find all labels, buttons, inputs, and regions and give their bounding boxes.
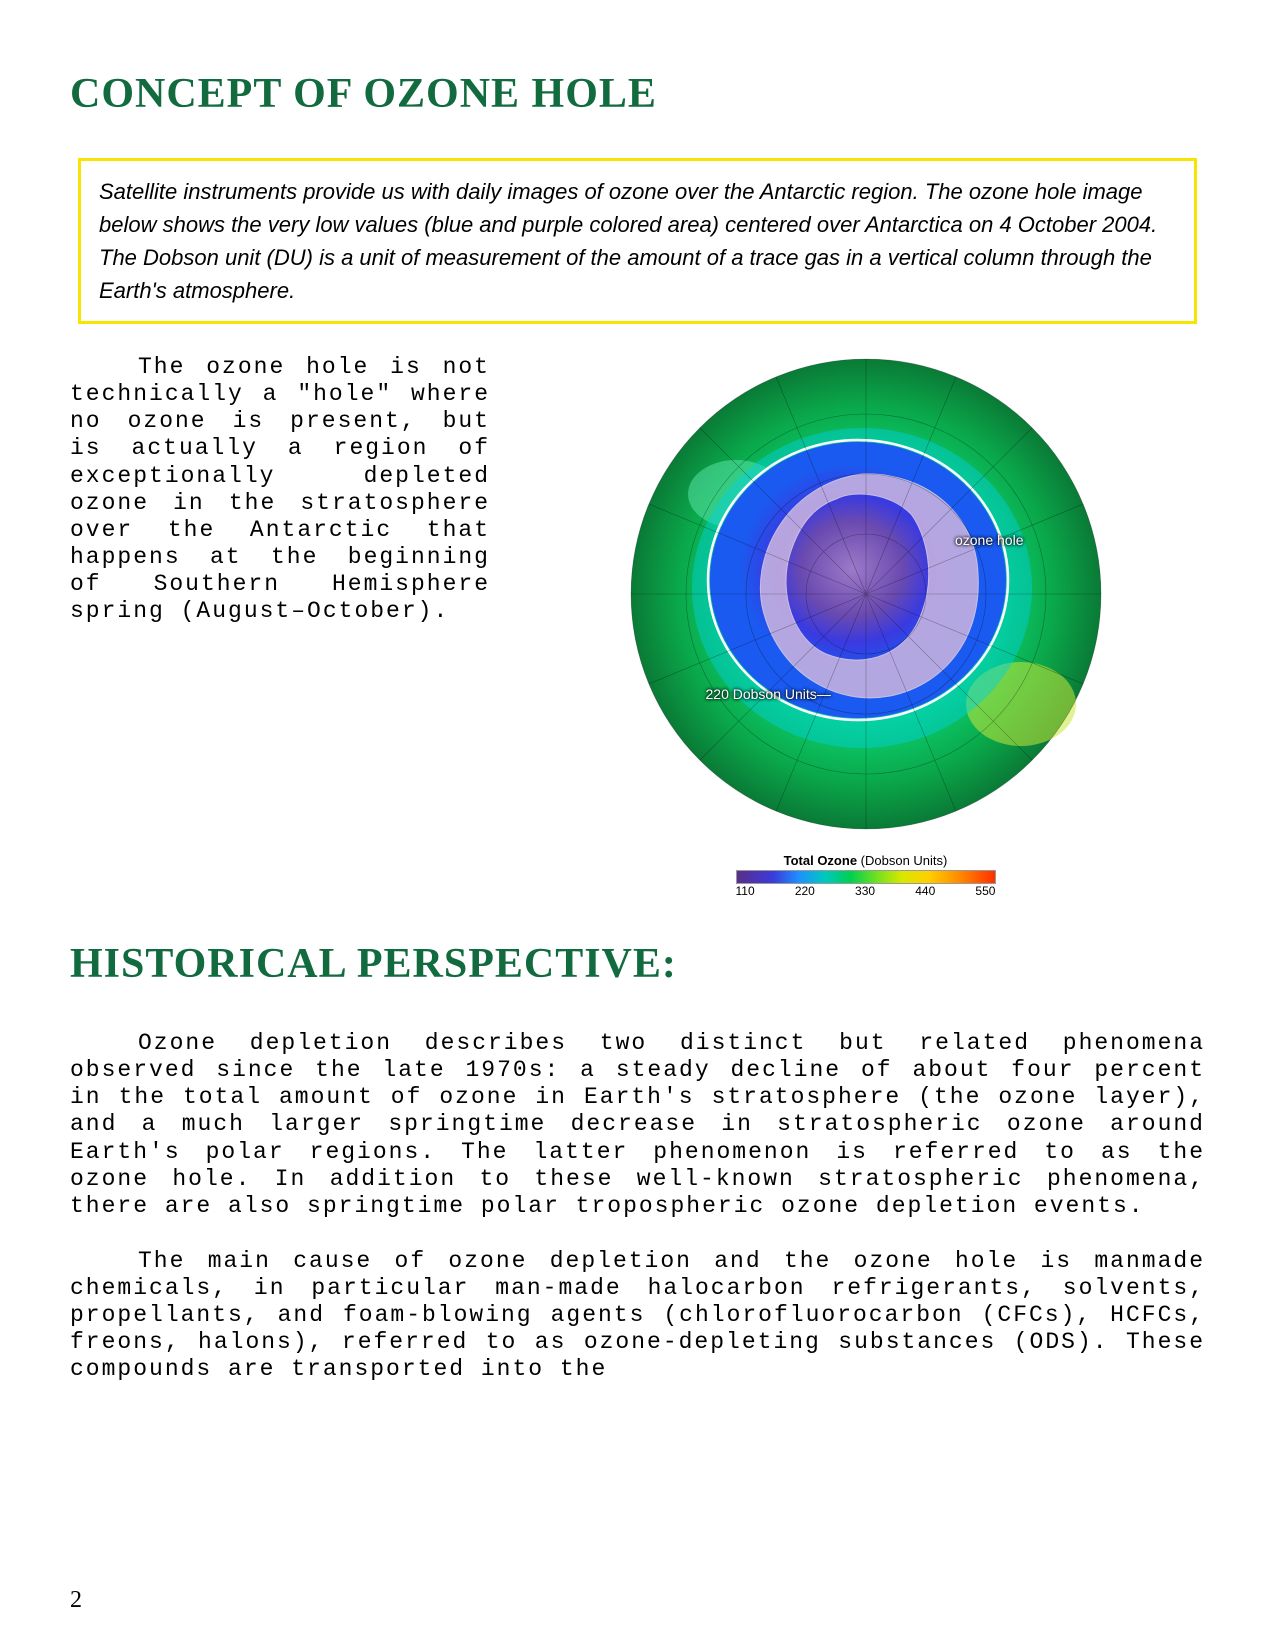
dobson-contour-label: 220 Dobson Units—: [706, 686, 830, 702]
colorbar-gradient: [736, 870, 996, 884]
page-number: 2: [70, 1587, 82, 1614]
colorbar: Total Ozone (Dobson Units) 110 220 330 4…: [731, 853, 1001, 898]
intro-paragraph: The ozone hole is not technically a "hol…: [70, 354, 490, 625]
hist-text-1: Ozone depletion describes two distinct b…: [70, 1030, 1205, 1219]
callout-text: Satellite instruments provide us with da…: [99, 179, 1157, 303]
historical-para-2: The main cause of ozone depletion and th…: [70, 1248, 1205, 1384]
page-heading-1: CONCEPT OF OZONE HOLE: [70, 70, 1205, 118]
hist-text-2: The main cause of ozone depletion and th…: [70, 1248, 1205, 1383]
tick: 330: [855, 884, 875, 898]
tick: 220: [795, 884, 815, 898]
two-column-section: The ozone hole is not technically a "hol…: [70, 354, 1205, 898]
ozone-hole-label: ozone hole: [955, 532, 1024, 548]
intro-column: The ozone hole is not technically a "hol…: [70, 354, 490, 898]
page-heading-2: HISTORICAL PERSPECTIVE:: [70, 940, 1205, 988]
ozone-globe-svg: [626, 354, 1106, 834]
intro-text: The ozone hole is not technically a "hol…: [70, 354, 490, 624]
callout-box: Satellite instruments provide us with da…: [78, 158, 1197, 324]
tick: 440: [915, 884, 935, 898]
tick: 550: [975, 884, 995, 898]
ozone-globe-figure: ozone hole 220 Dobson Units—: [626, 354, 1106, 839]
historical-para-1: Ozone depletion describes two distinct b…: [70, 1030, 1205, 1220]
colorbar-title: Total Ozone (Dobson Units): [731, 853, 1001, 868]
colorbar-ticks: 110 220 330 440 550: [736, 884, 996, 898]
figure-column: ozone hole 220 Dobson Units— Total Ozone…: [526, 354, 1205, 898]
tick: 110: [736, 884, 755, 898]
